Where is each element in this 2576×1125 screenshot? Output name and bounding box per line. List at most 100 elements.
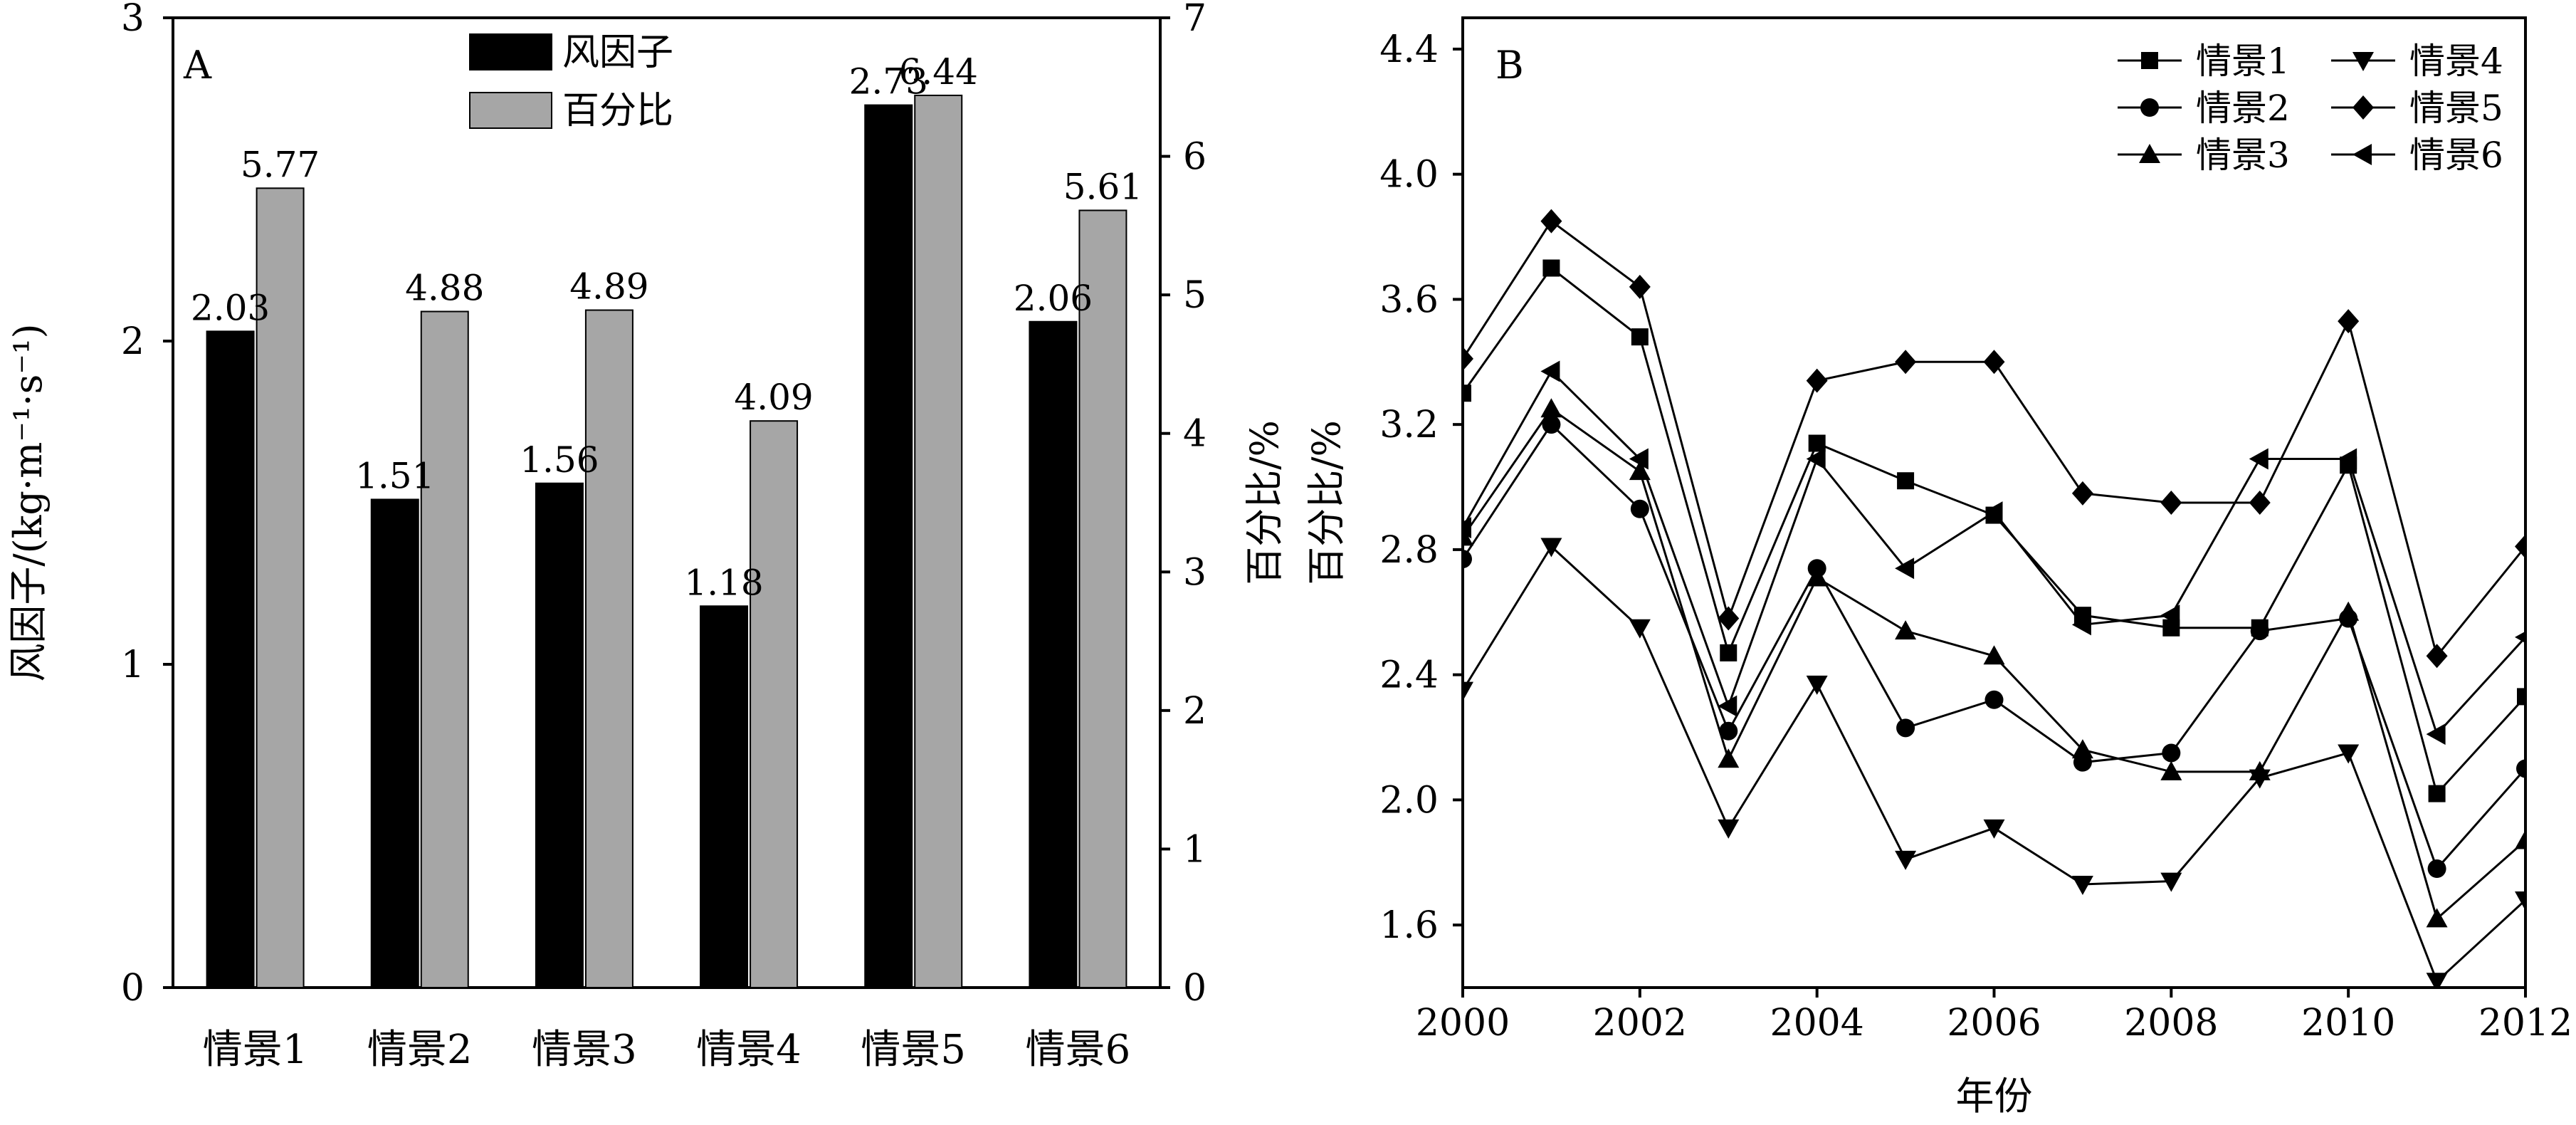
marker — [2139, 144, 2160, 163]
marker — [1718, 695, 1738, 717]
panel-b: 2000 2002 2004 2006 2008 2010 2012 1.6 2.0 2.4 2.8… — [1304, 16, 2572, 1119]
data-label: 6.44 — [899, 51, 978, 93]
legend-label: 情景4 — [2409, 41, 2503, 82]
marker — [1463, 517, 1471, 539]
bar-percentage — [584, 309, 634, 988]
y-tick-label: 2.8 — [1379, 529, 1439, 572]
marker — [1540, 360, 1560, 382]
y-axis-title: 风因子/(kg·m⁻¹·s⁻¹) — [6, 323, 51, 681]
marker — [1629, 619, 1651, 639]
marker — [1463, 681, 1473, 701]
x-tick-label: 2002 — [1593, 1002, 1687, 1045]
x-tick-label: 2000 — [1416, 1002, 1510, 1045]
marker — [2428, 785, 2446, 802]
marker — [1895, 350, 1917, 375]
marker — [1540, 398, 1562, 418]
marker — [1630, 499, 1649, 518]
x-tick-label: 情景3 — [532, 1027, 637, 1073]
marker — [2071, 481, 2093, 506]
marker — [1983, 645, 2005, 665]
y-tick-label: 0 — [121, 967, 144, 1010]
marker — [2426, 908, 2448, 928]
x-tick-label: 2010 — [2301, 1002, 2395, 1045]
marker — [1806, 448, 1826, 470]
bar-wind-factor — [535, 482, 584, 988]
y-tick-label: 2 — [121, 320, 144, 363]
marker — [1540, 209, 1562, 234]
marker — [2071, 739, 2093, 759]
y-tick-label: 4.0 — [1379, 154, 1439, 197]
marker — [1720, 644, 1738, 661]
y-tick-label: 4.4 — [1379, 28, 1439, 71]
marker — [2249, 769, 2271, 789]
marker — [1463, 550, 1472, 569]
marker — [1983, 350, 2005, 375]
legend-swatch — [469, 33, 552, 70]
y-tick-label: 1.6 — [1379, 904, 1439, 947]
marker — [1984, 690, 2004, 709]
bar-wind-factor — [1029, 320, 1078, 988]
marker — [2249, 448, 2269, 470]
marker — [1897, 472, 1915, 490]
marker — [2249, 491, 2271, 515]
plot-frame — [1461, 16, 2527, 989]
y2-tick-label: 3 — [1183, 551, 1206, 594]
y-tick-label: 3.6 — [1379, 278, 1439, 321]
y-axis-title: 百分比/% — [1304, 420, 1349, 585]
x-tick-label: 情景5 — [861, 1027, 966, 1073]
data-label: 1.18 — [684, 562, 763, 603]
y2-tick-label: 7 — [1183, 0, 1206, 40]
marker — [1463, 346, 1473, 371]
marker — [2515, 891, 2525, 911]
bar-percentage — [420, 310, 469, 988]
data-label: 2.73 — [849, 61, 928, 103]
marker — [2160, 605, 2180, 627]
x-tick-label: 2006 — [1947, 1002, 2041, 1045]
marker — [1806, 368, 1828, 393]
marker — [1463, 384, 1471, 402]
series-line — [1463, 266, 2525, 796]
marker — [2426, 723, 2446, 745]
series-line — [1463, 370, 2525, 737]
data-label: 4.89 — [569, 266, 648, 308]
y2-tick-label: 6 — [1183, 136, 1206, 179]
series-group — [1463, 209, 2525, 988]
legend-label: 情景3 — [2196, 135, 2290, 176]
legend-label: 情景2 — [2196, 88, 2290, 129]
bar-percentage — [256, 187, 305, 988]
marker — [1629, 448, 1649, 470]
data-label: 5.77 — [241, 144, 320, 185]
y-tick-label: 1 — [121, 644, 144, 686]
marker — [1806, 567, 1828, 587]
legend-label: 情景6 — [2409, 135, 2503, 176]
marker — [2515, 534, 2525, 559]
y2-tick-label: 5 — [1183, 274, 1206, 317]
marker — [2071, 614, 2091, 636]
panel-label: A — [183, 43, 212, 88]
bar-percentage — [1078, 209, 1127, 988]
marker — [1542, 415, 1561, 434]
y2-tick-label: 2 — [1183, 690, 1206, 733]
y-tick-label: 2.4 — [1379, 654, 1439, 697]
marker — [1806, 675, 1828, 695]
marker — [2515, 830, 2525, 849]
marker — [1895, 620, 1917, 640]
marker — [1808, 434, 1826, 452]
data-label: 2.06 — [1014, 278, 1093, 319]
y2-tick-label: 0 — [1183, 967, 1206, 1010]
x-tick-label: 情景4 — [696, 1027, 801, 1073]
y-tick-label: 3 — [121, 0, 144, 40]
panel-a: 2.03 5.77 情景1 1.51 4.88 情景2 1.56 4.89 情景3 1.18 4.0… — [6, 0, 1287, 1073]
legend-label: 情景1 — [2196, 41, 2290, 82]
marker — [1983, 819, 2005, 839]
marker — [2140, 98, 2159, 117]
bar-percentage — [914, 94, 963, 989]
marker — [1631, 328, 1649, 346]
marker — [1895, 558, 1915, 580]
x-tick-label: 情景6 — [1026, 1027, 1131, 1073]
data-label: 5.61 — [1063, 166, 1142, 207]
y-tick-label: 3.2 — [1379, 404, 1439, 446]
bar-wind-factor — [700, 605, 749, 988]
marker — [2426, 973, 2448, 988]
